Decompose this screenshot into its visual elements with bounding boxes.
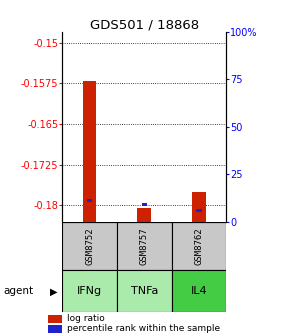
Bar <box>172 270 226 312</box>
Text: ▶: ▶ <box>50 287 57 296</box>
Bar <box>87 199 93 202</box>
Text: GSM8757: GSM8757 <box>140 227 149 265</box>
Text: IL4: IL4 <box>191 287 207 296</box>
Bar <box>137 208 151 222</box>
Text: log ratio: log ratio <box>67 314 105 323</box>
Text: TNFa: TNFa <box>130 287 158 296</box>
Text: GSM8752: GSM8752 <box>85 227 94 265</box>
Bar <box>83 81 97 222</box>
Bar <box>117 222 172 270</box>
Text: IFNg: IFNg <box>77 287 102 296</box>
Bar <box>196 209 202 212</box>
Bar <box>48 325 62 333</box>
Bar <box>192 192 206 222</box>
Text: GDS501 / 18868: GDS501 / 18868 <box>90 18 200 32</box>
Text: percentile rank within the sample: percentile rank within the sample <box>67 324 221 333</box>
Bar <box>62 270 117 312</box>
Bar <box>142 203 147 206</box>
Bar <box>62 222 117 270</box>
Bar <box>48 315 62 323</box>
Bar <box>117 270 172 312</box>
Text: agent: agent <box>3 287 33 296</box>
Bar <box>172 222 226 270</box>
Text: GSM8762: GSM8762 <box>194 227 203 265</box>
